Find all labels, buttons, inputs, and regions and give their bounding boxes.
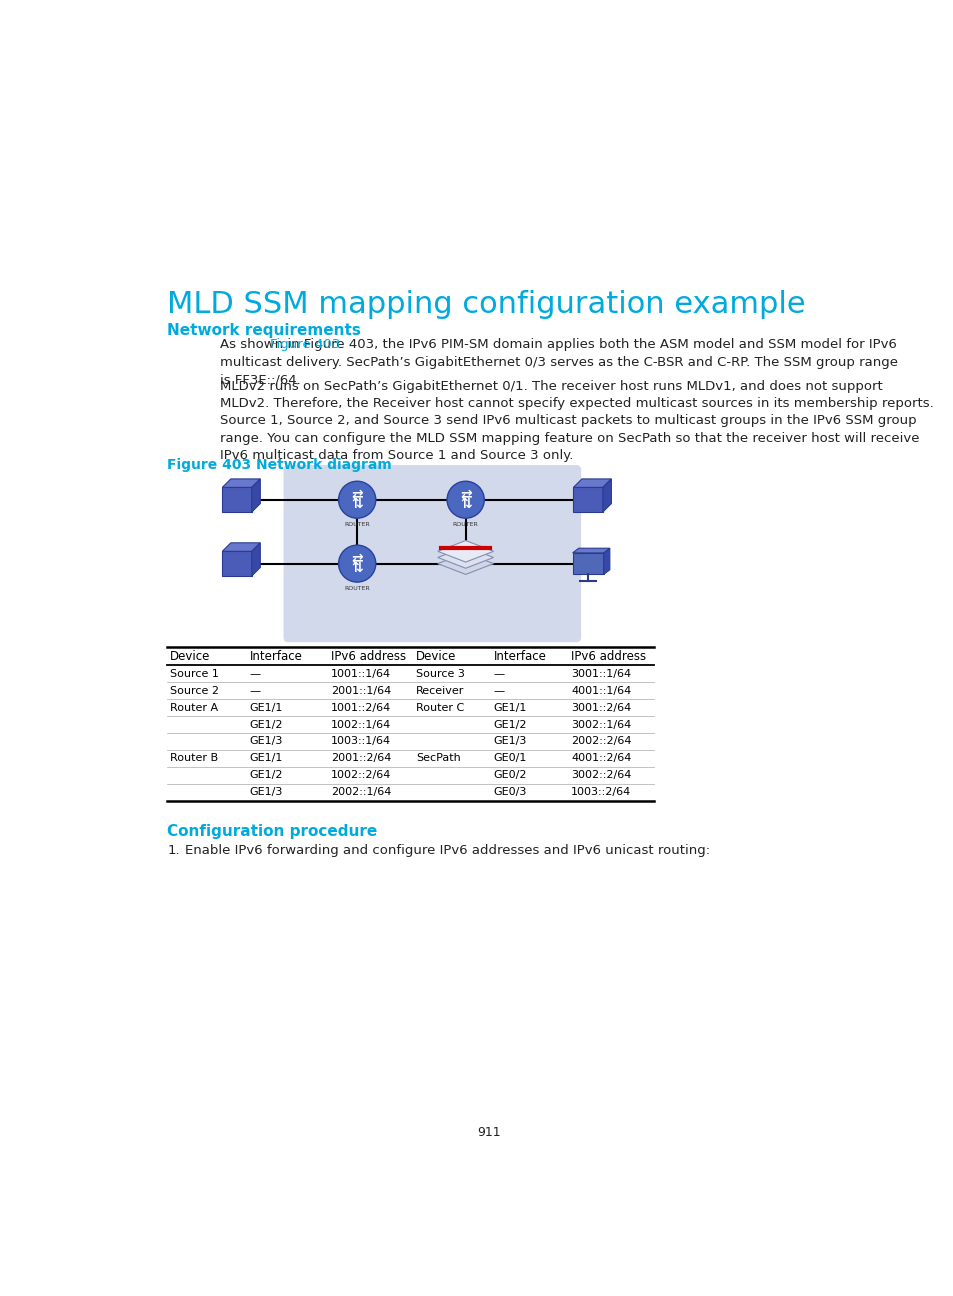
Text: GE1/2: GE1/2 — [249, 770, 283, 780]
Polygon shape — [603, 548, 609, 574]
Text: GE0/3: GE0/3 — [493, 787, 526, 797]
Polygon shape — [572, 553, 603, 574]
Text: 3001::2/64: 3001::2/64 — [571, 702, 631, 713]
Text: ROUTER: ROUTER — [453, 522, 478, 527]
Text: GE0/1: GE0/1 — [493, 753, 526, 763]
Text: Interface: Interface — [249, 649, 302, 662]
Text: GE1/2: GE1/2 — [493, 719, 526, 730]
Polygon shape — [252, 543, 260, 575]
Text: 2002::2/64: 2002::2/64 — [571, 736, 631, 746]
Polygon shape — [437, 547, 493, 568]
Text: 911: 911 — [476, 1126, 500, 1139]
Text: Network requirements: Network requirements — [167, 324, 361, 338]
Text: 1001::1/64: 1001::1/64 — [331, 669, 391, 679]
Text: Device: Device — [170, 649, 210, 662]
Polygon shape — [222, 543, 260, 551]
Text: GE1/3: GE1/3 — [493, 736, 526, 746]
Text: —: — — [493, 669, 504, 679]
Text: Interface: Interface — [493, 649, 546, 662]
Polygon shape — [252, 480, 260, 512]
Polygon shape — [602, 480, 611, 512]
Text: 1003::2/64: 1003::2/64 — [571, 787, 631, 797]
Polygon shape — [222, 487, 252, 512]
Text: —: — — [493, 686, 504, 696]
Text: Router A: Router A — [170, 702, 217, 713]
Text: IPv6 address: IPv6 address — [571, 649, 645, 662]
FancyBboxPatch shape — [283, 465, 580, 642]
Text: 4001::2/64: 4001::2/64 — [571, 753, 631, 763]
Text: ⇄: ⇄ — [459, 489, 471, 502]
Text: Source 1: Source 1 — [170, 669, 218, 679]
Text: ⇄: ⇄ — [351, 489, 362, 502]
Circle shape — [338, 546, 375, 582]
Polygon shape — [573, 487, 602, 512]
Text: MLDv2 runs on SecPath’s GigabitEthernet 0/1. The receiver host runs MLDv1, and d: MLDv2 runs on SecPath’s GigabitEthernet … — [220, 380, 933, 410]
Polygon shape — [573, 480, 611, 487]
Text: Router B: Router B — [170, 753, 217, 763]
Text: Figure 403: Figure 403 — [270, 338, 339, 351]
Text: 1.: 1. — [167, 844, 180, 857]
Text: 1001::2/64: 1001::2/64 — [331, 702, 391, 713]
Text: ⇅: ⇅ — [459, 498, 471, 512]
Text: GE1/3: GE1/3 — [249, 787, 282, 797]
Text: GE1/1: GE1/1 — [249, 702, 282, 713]
Text: 1003::1/64: 1003::1/64 — [331, 736, 391, 746]
Text: 4001::1/64: 4001::1/64 — [571, 686, 631, 696]
Text: ⇅: ⇅ — [351, 561, 362, 575]
Text: 3002::2/64: 3002::2/64 — [571, 770, 631, 780]
Text: GE1/3: GE1/3 — [249, 736, 282, 746]
Text: 3001::1/64: 3001::1/64 — [571, 669, 631, 679]
Text: 1002::2/64: 1002::2/64 — [331, 770, 391, 780]
Text: Source 3: Source 3 — [416, 669, 464, 679]
Polygon shape — [222, 551, 252, 575]
Text: Configuration procedure: Configuration procedure — [167, 824, 377, 839]
Text: GE1/1: GE1/1 — [493, 702, 526, 713]
Text: —: — — [249, 686, 260, 696]
Polygon shape — [437, 553, 493, 574]
Circle shape — [338, 481, 375, 518]
Polygon shape — [437, 540, 493, 562]
Text: As shown in Figure 403, the IPv6 PIM-SM domain applies both the ASM model and SS: As shown in Figure 403, the IPv6 PIM-SM … — [220, 338, 897, 386]
Text: Router C: Router C — [416, 702, 464, 713]
Text: 1002::1/64: 1002::1/64 — [331, 719, 391, 730]
Text: Device: Device — [416, 649, 456, 662]
Text: Enable IPv6 forwarding and configure IPv6 addresses and IPv6 unicast routing:: Enable IPv6 forwarding and configure IPv… — [185, 844, 709, 857]
Text: Receiver: Receiver — [416, 686, 464, 696]
Text: GE1/1: GE1/1 — [249, 753, 282, 763]
Text: 2002::1/64: 2002::1/64 — [331, 787, 391, 797]
Polygon shape — [572, 548, 609, 553]
Text: ROUTER: ROUTER — [344, 586, 370, 591]
Polygon shape — [222, 480, 260, 487]
Text: IPv6 address: IPv6 address — [331, 649, 406, 662]
Text: ⇄: ⇄ — [351, 552, 362, 566]
Text: ⇅: ⇅ — [351, 498, 362, 512]
Text: ROUTER: ROUTER — [344, 522, 370, 527]
Text: Source 2: Source 2 — [170, 686, 218, 696]
Text: Source 1, Source 2, and Source 3 send IPv6 multicast packets to multicast groups: Source 1, Source 2, and Source 3 send IP… — [220, 415, 919, 463]
Text: 2001::1/64: 2001::1/64 — [331, 686, 391, 696]
Text: —: — — [249, 669, 260, 679]
Text: Figure 403 Network diagram: Figure 403 Network diagram — [167, 457, 392, 472]
Text: GE1/2: GE1/2 — [249, 719, 283, 730]
Text: 3002::1/64: 3002::1/64 — [571, 719, 631, 730]
Text: GE0/2: GE0/2 — [493, 770, 526, 780]
Text: 2001::2/64: 2001::2/64 — [331, 753, 391, 763]
Text: MLD SSM mapping configuration example: MLD SSM mapping configuration example — [167, 290, 805, 319]
Text: SecPath: SecPath — [416, 753, 460, 763]
Circle shape — [447, 481, 484, 518]
